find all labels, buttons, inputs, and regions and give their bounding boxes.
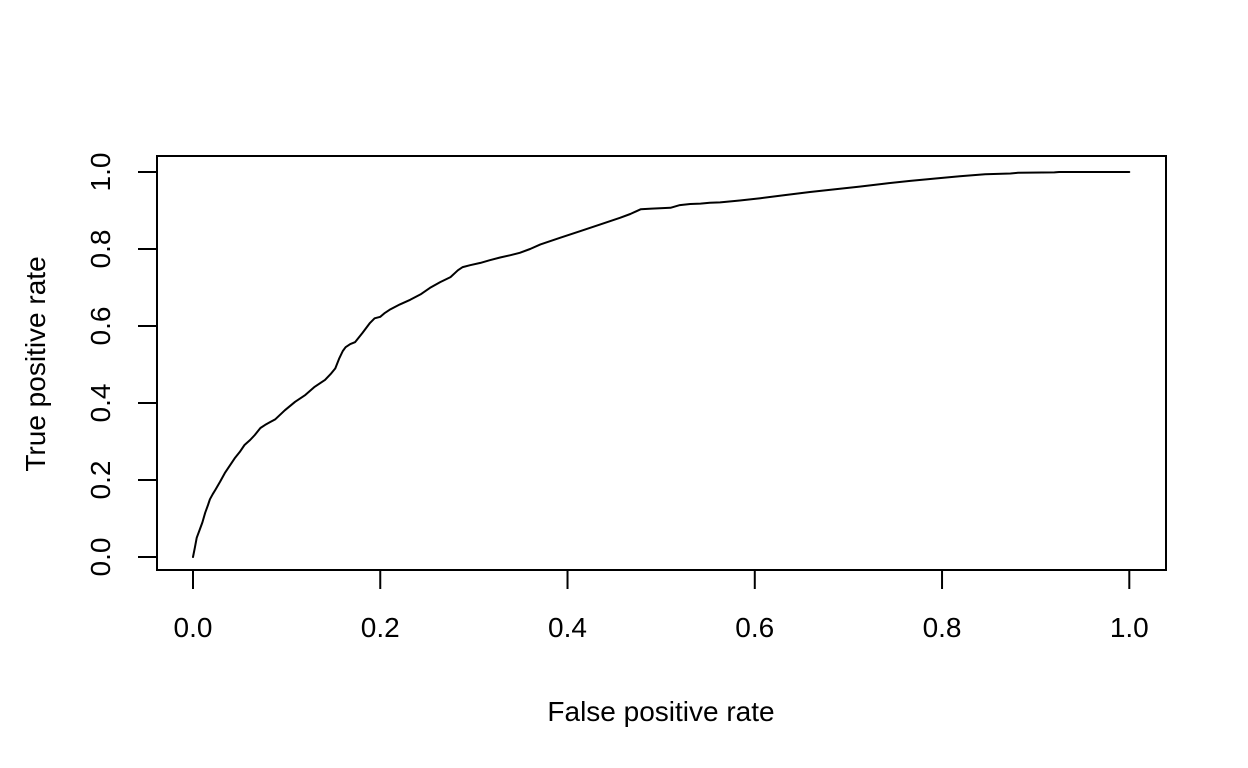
roc-curve-line [192, 171, 1131, 558]
x-axis-title: False positive rate [547, 696, 774, 727]
roc-curve [192, 171, 1131, 558]
plot-box [156, 155, 1167, 571]
y-tick-label: 0.6 [85, 307, 116, 346]
x-tick-label: 0.4 [548, 612, 587, 643]
y-axis-title: True positive rate [20, 256, 51, 471]
x-tick-label: 0.6 [735, 612, 774, 643]
y-axis: 0.0 0.2 0.4 0.6 0.8 1.0 [85, 153, 157, 577]
x-axis: 0.0 0.2 0.4 0.6 0.8 1.0 [174, 570, 1149, 643]
y-tick-label: 0.8 [85, 230, 116, 269]
y-tick-label: 0.2 [85, 461, 116, 500]
x-tick-label: 0.2 [361, 612, 400, 643]
x-tick-label: 0.0 [174, 612, 213, 643]
y-tick-label: 1.0 [85, 153, 116, 192]
plot-box-border [156, 155, 1167, 571]
y-tick-label: 0.4 [85, 384, 116, 423]
x-tick-label: 1.0 [1110, 612, 1149, 643]
x-tick-label: 0.8 [923, 612, 962, 643]
y-tick-label: 0.0 [85, 538, 116, 577]
